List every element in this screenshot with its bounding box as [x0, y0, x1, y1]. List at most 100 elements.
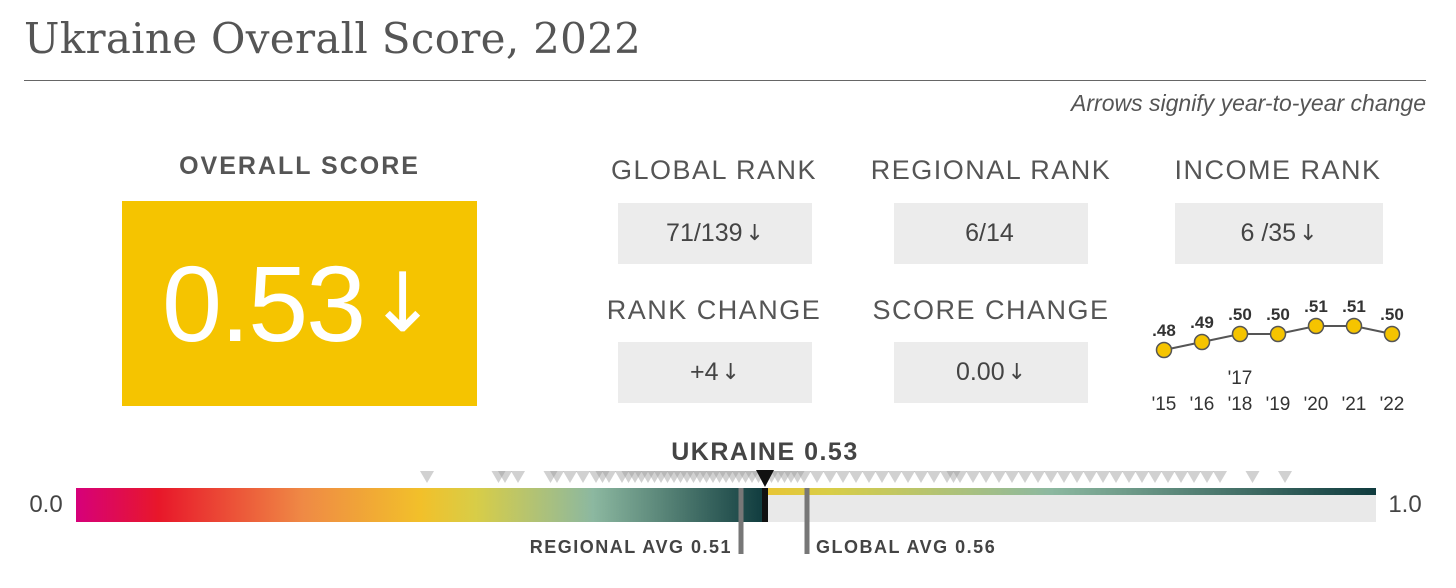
trend-tick-label: '21	[1342, 394, 1367, 415]
regional-rank-box: 6/14	[894, 203, 1088, 264]
country-marker	[797, 471, 811, 483]
trend-value-label: .51	[1304, 297, 1328, 316]
country-marker	[940, 471, 954, 483]
country-marker	[699, 471, 714, 483]
rank-change-value: +4	[690, 358, 719, 386]
down-arrow-icon: ↓	[745, 221, 764, 246]
trend-tick-label: '15	[1152, 394, 1177, 415]
trend-point	[1193, 333, 1211, 351]
country-marker	[823, 471, 837, 483]
score-change-box: 0.00 ↓	[894, 342, 1088, 403]
rank-change-label: RANK CHANGE	[606, 295, 822, 325]
country-marker	[888, 471, 902, 483]
page-title: Ukraine Overall Score, 2022	[24, 14, 642, 63]
trend-tick-label: '20	[1304, 394, 1329, 415]
down-arrow-icon: ↓	[1007, 360, 1027, 385]
country-marker	[901, 471, 915, 483]
country-marker	[673, 471, 688, 483]
country-marker	[602, 471, 616, 483]
trend-tick-label: '19	[1266, 394, 1291, 415]
trend-point	[1231, 325, 1249, 343]
country-marker	[992, 471, 1006, 483]
country-score-triangle	[756, 470, 774, 487]
score-distribution-bar: 0.0 1.0 UKRAINE 0.53 REGIONAL AVG 0.51 GLOBA…	[29, 438, 1421, 557]
country-marker	[1018, 471, 1032, 483]
country-marker	[1109, 471, 1123, 483]
country-marker	[693, 471, 707, 483]
country-marker	[1083, 471, 1097, 483]
country-marker	[836, 471, 850, 483]
country-marker	[927, 471, 941, 483]
regional-avg-line	[738, 488, 744, 554]
down-arrow-icon: ↓	[1299, 221, 1318, 246]
down-arrow-icon: ↓	[721, 360, 740, 385]
trend-value-label: .50	[1380, 305, 1404, 324]
country-marker	[862, 471, 876, 483]
country-marker	[771, 471, 785, 483]
score-change-value: 0.00	[955, 358, 1005, 386]
global-rank-box: 71/139 ↓	[618, 203, 812, 264]
country-marker	[966, 471, 980, 483]
country-marker	[849, 471, 863, 483]
down-arrow-icon: ↓	[368, 256, 437, 351]
country-marker	[946, 471, 961, 483]
country-marker	[1148, 471, 1162, 483]
country-marker	[784, 471, 798, 483]
country-marker	[615, 471, 629, 483]
country-marker	[732, 471, 746, 483]
country-marker	[420, 471, 434, 483]
arrows-note: Arrows signify year-to-year change	[1071, 90, 1426, 116]
income-rank-box: 6 /35 ↓	[1175, 203, 1383, 264]
country-marker	[1187, 471, 1201, 483]
country-marker	[543, 471, 558, 483]
country-marker	[511, 471, 525, 483]
country-marker	[1096, 471, 1110, 483]
country-marker	[680, 471, 694, 483]
overall-score-box: 0.53 ↓	[122, 201, 477, 406]
country-marker	[1070, 471, 1084, 483]
score-change-label: SCORE CHANGE	[872, 295, 1110, 325]
regional-rank-value: 6/14	[965, 219, 1014, 247]
trend-line-chart: .48 '15 .49 '16 .50 '17 '18 .50 '19 .51 '20 .51 '21.…	[1152, 297, 1405, 415]
country-marker	[686, 471, 701, 483]
trend-tick-label: '18	[1228, 394, 1253, 415]
country-score-label: UKRAINE 0.53	[671, 438, 859, 466]
trend-point	[1307, 317, 1325, 335]
trend-point	[1155, 341, 1173, 359]
country-marker	[1122, 471, 1136, 483]
country-marker	[1245, 471, 1260, 483]
trend-value-label: .50	[1228, 305, 1252, 324]
country-marker	[1200, 471, 1214, 483]
country-marker	[712, 471, 727, 483]
country-marker	[1213, 471, 1227, 483]
global-rank-value: 71/139	[666, 219, 743, 247]
country-marker	[634, 471, 649, 483]
country-marker	[875, 471, 889, 483]
country-marker	[777, 471, 792, 483]
score-bar-strip-overlay	[765, 488, 1376, 495]
overall-score-value: 0.53	[162, 243, 366, 364]
bar-max-label: 1.0	[1388, 491, 1421, 518]
bar-min-label: 0.0	[29, 491, 62, 518]
global-avg-line	[804, 488, 810, 554]
country-marker	[738, 471, 753, 483]
global-rank-label: GLOBAL RANK	[610, 155, 818, 185]
country-marker	[563, 471, 577, 483]
country-marker	[654, 471, 668, 483]
country-marker	[1161, 471, 1175, 483]
country-marker	[641, 471, 655, 483]
global-avg-label: GLOBAL AVG 0.56	[816, 537, 996, 557]
trend-value-label: .50	[1266, 305, 1290, 324]
country-marker	[550, 471, 564, 483]
trend-tick-label: '22	[1380, 394, 1405, 415]
trend-tick-label: '16	[1190, 394, 1215, 415]
country-marker	[790, 471, 805, 483]
country-marker	[914, 471, 928, 483]
overall-score-label: OVERALL SCORE	[179, 152, 420, 180]
regional-rank-label: REGIONAL RANK	[870, 155, 1112, 185]
rank-change-box: +4 ↓	[618, 342, 812, 403]
country-marker	[745, 471, 759, 483]
income-rank-label: INCOME RANK	[1174, 155, 1382, 185]
trend-point	[1383, 325, 1401, 343]
